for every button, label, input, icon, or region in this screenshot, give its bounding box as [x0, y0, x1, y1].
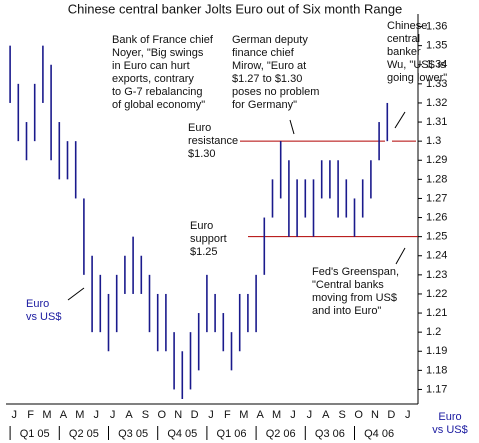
x-tick-label: A [257, 409, 265, 421]
reference-label: $1.30 [188, 148, 216, 160]
quarter-label: Q3 06 [315, 428, 345, 440]
x-tick-label: N [371, 409, 379, 421]
x-tick-label: O [158, 409, 167, 421]
x-tick-label: M [75, 409, 84, 421]
annotation: Bank of France chief [112, 34, 214, 46]
reference-label: support [190, 233, 227, 245]
quarter-label: Q4 06 [364, 428, 394, 440]
annotation: Chinese [387, 20, 427, 32]
annotation: finance chief [232, 47, 295, 59]
x-tick-label: S [142, 409, 149, 421]
x-tick-label: J [405, 409, 411, 421]
pointer [289, 119, 295, 135]
y-tick-label: 1.21 [426, 307, 447, 319]
quarter-label: Q1 06 [217, 428, 247, 440]
x-tick-label: D [387, 409, 395, 421]
x-tick-label: S [339, 409, 346, 421]
pointer [395, 247, 406, 265]
y-tick-label: 1.26 [426, 211, 447, 223]
y-tick-label: 1.28 [426, 173, 447, 185]
x-tick-label: J [110, 409, 116, 421]
annotation: $1.27 to $1.30 [232, 73, 302, 85]
y-tick-label: 1.19 [426, 345, 447, 357]
x-tick-label: A [322, 409, 330, 421]
annotation: to G-7 rebalancing [112, 86, 203, 98]
x-axis-label: vs US$ [432, 424, 467, 436]
chart-title: Chinese central banker Jolts Euro out of… [68, 1, 403, 16]
y-tick-label: 1.24 [426, 250, 447, 262]
quarter-label: Q3 05 [118, 428, 148, 440]
y-tick-label: 1.23 [426, 269, 447, 281]
y-tick-label: 1.36 [426, 20, 447, 32]
y-tick-label: 1.32 [426, 97, 447, 109]
quarter-label: Q2 05 [69, 428, 99, 440]
annotation: and into Euro" [312, 305, 381, 317]
y-tick-label: 1.17 [426, 383, 447, 395]
annotation: for Germany" [232, 99, 297, 111]
y-tick-label: 1.31 [426, 116, 447, 128]
annotation: Mirow, "Euro at [232, 60, 306, 72]
x-tick-label: M [272, 409, 281, 421]
x-tick-label: J [307, 409, 313, 421]
annotation: poses no problem [232, 86, 319, 98]
y-tick-label: 1.2 [426, 326, 441, 338]
x-tick-label: F [224, 409, 231, 421]
x-tick-label: A [60, 409, 68, 421]
annotation: vs US$ [26, 311, 61, 323]
x-tick-label: M [239, 409, 248, 421]
reference-label: resistance [188, 135, 238, 147]
annotation: Noyer, "Big swings [112, 47, 204, 59]
y-tick-label: 1.35 [426, 40, 447, 52]
annotation: Wu, "US$ is [387, 59, 446, 71]
y-tick-label: 1.22 [426, 288, 447, 300]
x-tick-label: D [191, 409, 199, 421]
y-tick-label: 1.25 [426, 231, 447, 243]
x-axis-label: Euro [438, 411, 461, 423]
y-tick-label: 1.3 [426, 135, 441, 147]
pointer [67, 287, 85, 301]
quarter-label: Q4 05 [167, 428, 197, 440]
pointer [394, 111, 406, 129]
x-tick-label: J [93, 409, 99, 421]
x-tick-label: J [11, 409, 17, 421]
annotation: exports, contrary [112, 73, 194, 85]
x-tick-label: A [125, 409, 133, 421]
reference-label: $1.25 [190, 246, 218, 258]
x-tick-label: N [174, 409, 182, 421]
x-tick-label: M [42, 409, 51, 421]
annotation: banker [387, 46, 421, 58]
y-tick-label: 1.29 [426, 154, 447, 166]
annotation: German deputy [232, 34, 308, 46]
x-tick-label: F [27, 409, 34, 421]
annotation: moving from US$ [312, 292, 397, 304]
annotation: going lower" [387, 72, 447, 84]
quarter-label: Q1 05 [20, 428, 50, 440]
annotation: "Central banks [312, 279, 384, 291]
quarter-label: Q2 06 [266, 428, 296, 440]
annotation: Fed's Greenspan, [312, 266, 399, 278]
x-tick-label: O [354, 409, 363, 421]
y-tick-label: 1.33 [426, 78, 447, 90]
reference-label: Euro [190, 220, 213, 232]
annotation: of global economy" [112, 99, 205, 111]
annotation: in Euro can hurt [112, 60, 190, 72]
y-tick-label: 1.18 [426, 364, 447, 376]
annotation: central [387, 33, 420, 45]
x-tick-label: J [290, 409, 296, 421]
annotation: Euro [26, 298, 49, 310]
reference-label: Euro [188, 122, 211, 134]
x-tick-label: J [208, 409, 214, 421]
y-tick-label: 1.34 [426, 59, 447, 71]
y-tick-label: 1.27 [426, 192, 447, 204]
